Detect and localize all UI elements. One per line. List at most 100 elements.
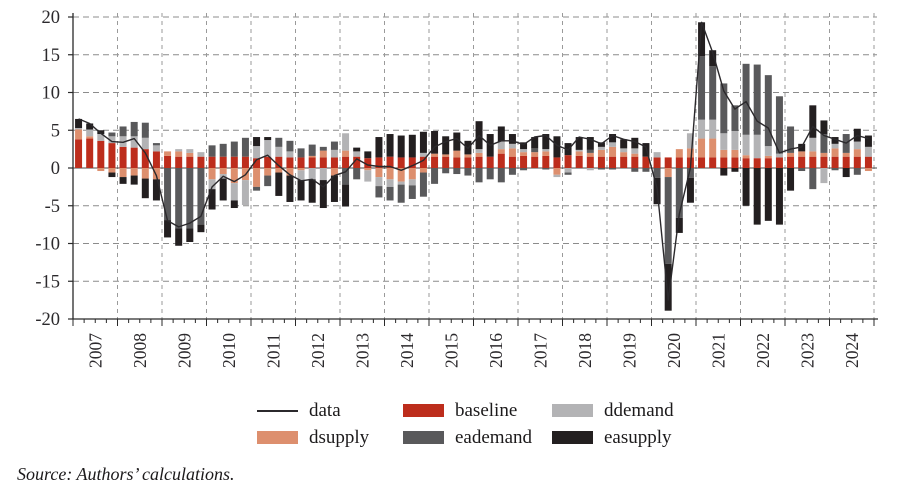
bar-segment-easupply <box>553 136 561 158</box>
bar-segment-ddemand <box>319 168 327 181</box>
bar-segment-eademand <box>141 122 149 138</box>
bar-segment-dsupply <box>842 152 850 157</box>
bar-segment-dsupply <box>375 168 383 178</box>
legend-swatch-dsupply <box>257 431 298 444</box>
legend-label-dsupply: dsupply <box>309 427 370 448</box>
bar-segment-ddemand <box>820 168 828 184</box>
gridlines <box>72 13 877 319</box>
bar-segment-baseline <box>364 158 372 168</box>
bar-segment-ddemand <box>419 152 427 157</box>
bar-segment-easupply <box>620 139 628 149</box>
bar-segment-dsupply <box>742 155 750 159</box>
y-tick-label: -5 <box>45 197 60 217</box>
bar-segment-eademand <box>230 141 238 157</box>
legend-label-ddemand: ddemand <box>604 400 674 421</box>
bar-segment-easupply <box>831 137 839 144</box>
bar-segment-eademand <box>597 168 605 170</box>
bar-segment-ddemand <box>731 131 739 150</box>
bar-segment-easupply <box>219 178 227 201</box>
bar-segment-ddemand <box>97 134 105 141</box>
bar-segment-ddemand <box>253 146 261 159</box>
bar-segment-ddemand <box>775 153 783 158</box>
stacked-bars <box>75 22 872 311</box>
bar-segment-dsupply <box>631 153 639 157</box>
x-tick-label: 2007 <box>85 333 105 368</box>
bar-segment-ddemand <box>709 119 717 139</box>
bar-segment-dsupply <box>575 151 583 156</box>
bar-segment-baseline <box>564 155 572 168</box>
bar-segment-dsupply <box>97 168 105 172</box>
x-tick-label: 2022 <box>753 333 773 368</box>
bar-segment-ddemand <box>631 148 639 154</box>
bar-segment-ddemand <box>230 183 238 201</box>
bar-segment-ddemand <box>286 151 294 158</box>
bar-segment-ddemand <box>208 179 216 190</box>
bar-segment-baseline <box>575 155 583 168</box>
bar-segment-easupply <box>508 134 516 144</box>
bar-segment-easupply <box>609 134 617 143</box>
bar-segment-baseline <box>787 156 795 168</box>
bar-segment-easupply <box>842 168 850 178</box>
bar-segment-easupply <box>787 168 795 191</box>
bar-segment-baseline <box>431 156 439 168</box>
bar-segment-baseline <box>130 147 138 168</box>
bar-segment-ddemand <box>720 133 728 150</box>
bar-segment-eademand <box>286 140 294 152</box>
y-tick-label: -10 <box>35 235 60 255</box>
bar-segment-eademand <box>319 146 327 151</box>
x-tick-label: 2024 <box>842 333 862 368</box>
bar-segment-dsupply <box>853 149 861 157</box>
bar-segment-baseline <box>775 157 783 168</box>
bar-segment-dsupply <box>520 152 528 156</box>
bar-segment-dsupply <box>609 146 617 157</box>
bar-segment-dsupply <box>497 149 505 154</box>
bar-segment-dsupply <box>286 168 294 176</box>
bar-segment-ddemand <box>586 168 594 171</box>
bar-segment-easupply <box>208 189 216 210</box>
bar-segment-ddemand <box>575 149 583 152</box>
bar-segment-easupply <box>119 177 127 184</box>
x-tick-label: 2010 <box>219 333 239 368</box>
bar-segment-eademand <box>119 126 127 137</box>
bar-segment-eademand <box>164 168 172 221</box>
bar-segment-baseline <box>230 156 238 168</box>
bar-segment-dsupply <box>764 155 772 159</box>
bar-segment-dsupply <box>698 138 706 158</box>
bar-segment-easupply <box>586 137 594 150</box>
bar-segment-dsupply <box>219 168 227 175</box>
bar-segment-ddemand <box>397 181 405 185</box>
bar-segment-easupply <box>353 147 361 152</box>
bar-segment-baseline <box>141 149 149 169</box>
legend-swatch-baseline <box>403 404 444 417</box>
bar-segment-dsupply <box>119 168 127 178</box>
bar-segment-easupply <box>364 151 372 159</box>
bar-segment-baseline <box>319 157 327 168</box>
bar-segment-eademand <box>219 143 227 157</box>
bar-segment-easupply <box>152 179 160 201</box>
bar-segment-ddemand <box>520 149 528 153</box>
bar-segment-eademand <box>264 175 272 187</box>
bar-segment-easupply <box>542 134 550 150</box>
y-tick-label: 10 <box>42 84 61 104</box>
bar-segment-ddemand <box>364 170 372 182</box>
bar-segment-baseline <box>597 156 605 168</box>
x-axis-labels: 2007 2008 2009 2010 2011 2012 2013 2014 2015 2016… <box>85 333 862 368</box>
bar-segment-baseline <box>631 156 639 168</box>
bar-segment-easupply <box>75 118 83 128</box>
bar-segment-easupply <box>130 175 138 185</box>
bar-segment-easupply <box>675 217 683 233</box>
bar-segment-eademand <box>809 168 817 190</box>
bar-segment-eademand <box>241 137 249 157</box>
bar-segment-easupply <box>375 137 383 158</box>
bar-segment-eademand <box>764 75 772 147</box>
bar-segment-baseline <box>353 156 361 168</box>
bar-segment-baseline <box>108 143 116 168</box>
x-tick-label: 2008 <box>130 333 150 368</box>
bar-segment-baseline <box>542 155 550 168</box>
bar-segment-ddemand <box>753 134 761 159</box>
y-tick-label: 20 <box>42 8 61 28</box>
bar-segment-baseline <box>831 156 839 168</box>
bar-segment-dsupply <box>542 151 550 156</box>
bar-segment-eademand <box>609 168 617 170</box>
bar-segment-dsupply <box>208 168 216 180</box>
